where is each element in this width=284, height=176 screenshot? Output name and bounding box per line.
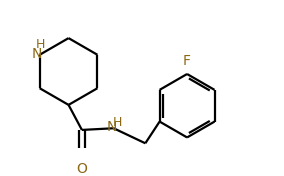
Text: O: O bbox=[76, 162, 87, 176]
Text: H: H bbox=[113, 116, 122, 129]
Text: H: H bbox=[36, 38, 45, 51]
Text: N: N bbox=[107, 120, 117, 134]
Text: N: N bbox=[32, 47, 42, 61]
Text: F: F bbox=[183, 54, 191, 68]
